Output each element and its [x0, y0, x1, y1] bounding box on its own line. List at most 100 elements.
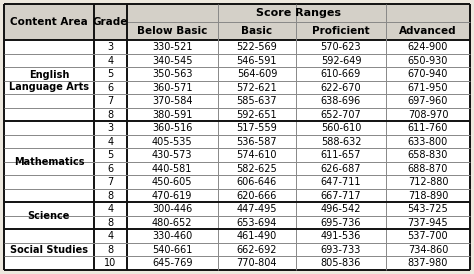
Text: 734-860: 734-860: [408, 245, 448, 255]
Text: 737-945: 737-945: [408, 218, 448, 228]
Text: 6: 6: [107, 164, 113, 174]
Text: 517-559: 517-559: [237, 123, 277, 133]
Text: 330-460: 330-460: [152, 231, 192, 241]
Bar: [94, 4, 127, 41]
Text: 4: 4: [107, 204, 113, 214]
Text: 770-804: 770-804: [237, 258, 277, 268]
Text: Content Area: Content Area: [10, 17, 88, 27]
Text: Proficient: Proficient: [312, 26, 370, 36]
Text: 4: 4: [107, 56, 113, 66]
Text: 592-649: 592-649: [321, 56, 361, 66]
Bar: [4, 108, 470, 121]
Text: 570-623: 570-623: [321, 42, 361, 52]
Text: 7: 7: [107, 96, 113, 106]
Text: 491-536: 491-536: [321, 231, 361, 241]
Bar: [386, 22, 470, 41]
Text: 693-733: 693-733: [321, 245, 361, 255]
Bar: [4, 41, 470, 54]
Bar: [296, 22, 386, 41]
Text: 300-446: 300-446: [152, 204, 192, 214]
Text: 546-591: 546-591: [237, 56, 277, 66]
Text: 496-542: 496-542: [321, 204, 361, 214]
Text: Mathematics: Mathematics: [14, 157, 84, 167]
Bar: [4, 135, 470, 149]
Bar: [4, 81, 470, 95]
Text: Social Studies: Social Studies: [10, 245, 88, 255]
Text: 480-652: 480-652: [152, 218, 192, 228]
Text: 633-800: 633-800: [408, 137, 448, 147]
Bar: [4, 230, 470, 243]
Text: 6: 6: [107, 83, 113, 93]
Text: 537-700: 537-700: [408, 231, 448, 241]
Text: 658-830: 658-830: [408, 150, 448, 160]
Text: 697-960: 697-960: [408, 96, 448, 106]
Bar: [4, 189, 470, 202]
Text: 461-490: 461-490: [237, 231, 277, 241]
Text: 5: 5: [107, 150, 113, 160]
Bar: [4, 175, 470, 189]
Text: 340-545: 340-545: [152, 56, 192, 66]
Bar: [4, 149, 470, 162]
Text: 708-970: 708-970: [408, 110, 448, 120]
Text: 837-980: 837-980: [408, 258, 448, 268]
Text: 582-625: 582-625: [237, 164, 277, 174]
Text: 650-930: 650-930: [408, 56, 448, 66]
Text: 8: 8: [107, 218, 113, 228]
Text: English
Language Arts: English Language Arts: [9, 70, 89, 92]
Text: 638-696: 638-696: [321, 96, 361, 106]
Bar: [4, 216, 470, 230]
Text: 4: 4: [107, 231, 113, 241]
Bar: [4, 256, 470, 270]
Bar: [4, 95, 470, 108]
Text: 805-836: 805-836: [321, 258, 361, 268]
Text: Science: Science: [27, 211, 70, 221]
Text: 662-692: 662-692: [237, 245, 277, 255]
Text: 7: 7: [107, 177, 113, 187]
Text: Below Basic: Below Basic: [137, 26, 208, 36]
Text: 380-591: 380-591: [152, 110, 192, 120]
Text: 3: 3: [107, 123, 113, 133]
Text: Score Ranges: Score Ranges: [256, 8, 341, 18]
Bar: [4, 121, 470, 135]
Text: 360-571: 360-571: [152, 83, 192, 93]
Bar: [4, 243, 470, 256]
Text: 350-563: 350-563: [152, 69, 192, 79]
Text: 652-707: 652-707: [320, 110, 361, 120]
Text: 667-717: 667-717: [321, 191, 361, 201]
Text: 560-610: 560-610: [321, 123, 361, 133]
Bar: [218, 22, 296, 41]
Text: 611-657: 611-657: [321, 150, 361, 160]
Text: 564-609: 564-609: [237, 69, 277, 79]
Text: 8: 8: [107, 110, 113, 120]
Text: 620-666: 620-666: [237, 191, 277, 201]
Text: 330-521: 330-521: [152, 42, 192, 52]
Text: 8: 8: [107, 191, 113, 201]
Text: 670-940: 670-940: [408, 69, 448, 79]
Text: 405-535: 405-535: [152, 137, 192, 147]
Bar: [4, 202, 470, 216]
Text: 3: 3: [107, 42, 113, 52]
Text: 10: 10: [104, 258, 117, 268]
Text: 585-637: 585-637: [237, 96, 277, 106]
Text: 588-632: 588-632: [321, 137, 361, 147]
Text: 592-651: 592-651: [237, 110, 277, 120]
Text: 688-870: 688-870: [408, 164, 448, 174]
Text: 647-711: 647-711: [321, 177, 361, 187]
Text: 540-661: 540-661: [152, 245, 192, 255]
Bar: [4, 4, 470, 22]
Text: 624-900: 624-900: [408, 42, 448, 52]
Text: 622-670: 622-670: [321, 83, 361, 93]
Text: 5: 5: [107, 69, 113, 79]
Text: 645-769: 645-769: [152, 258, 192, 268]
Text: 712-880: 712-880: [408, 177, 448, 187]
Text: 574-610: 574-610: [237, 150, 277, 160]
Text: 718-890: 718-890: [408, 191, 448, 201]
Text: 653-694: 653-694: [237, 218, 277, 228]
Text: 8: 8: [107, 245, 113, 255]
Text: 610-669: 610-669: [321, 69, 361, 79]
Text: 606-646: 606-646: [237, 177, 277, 187]
Text: 447-495: 447-495: [237, 204, 277, 214]
Text: 626-687: 626-687: [321, 164, 361, 174]
Text: Basic: Basic: [241, 26, 273, 36]
Text: Advanced: Advanced: [399, 26, 457, 36]
